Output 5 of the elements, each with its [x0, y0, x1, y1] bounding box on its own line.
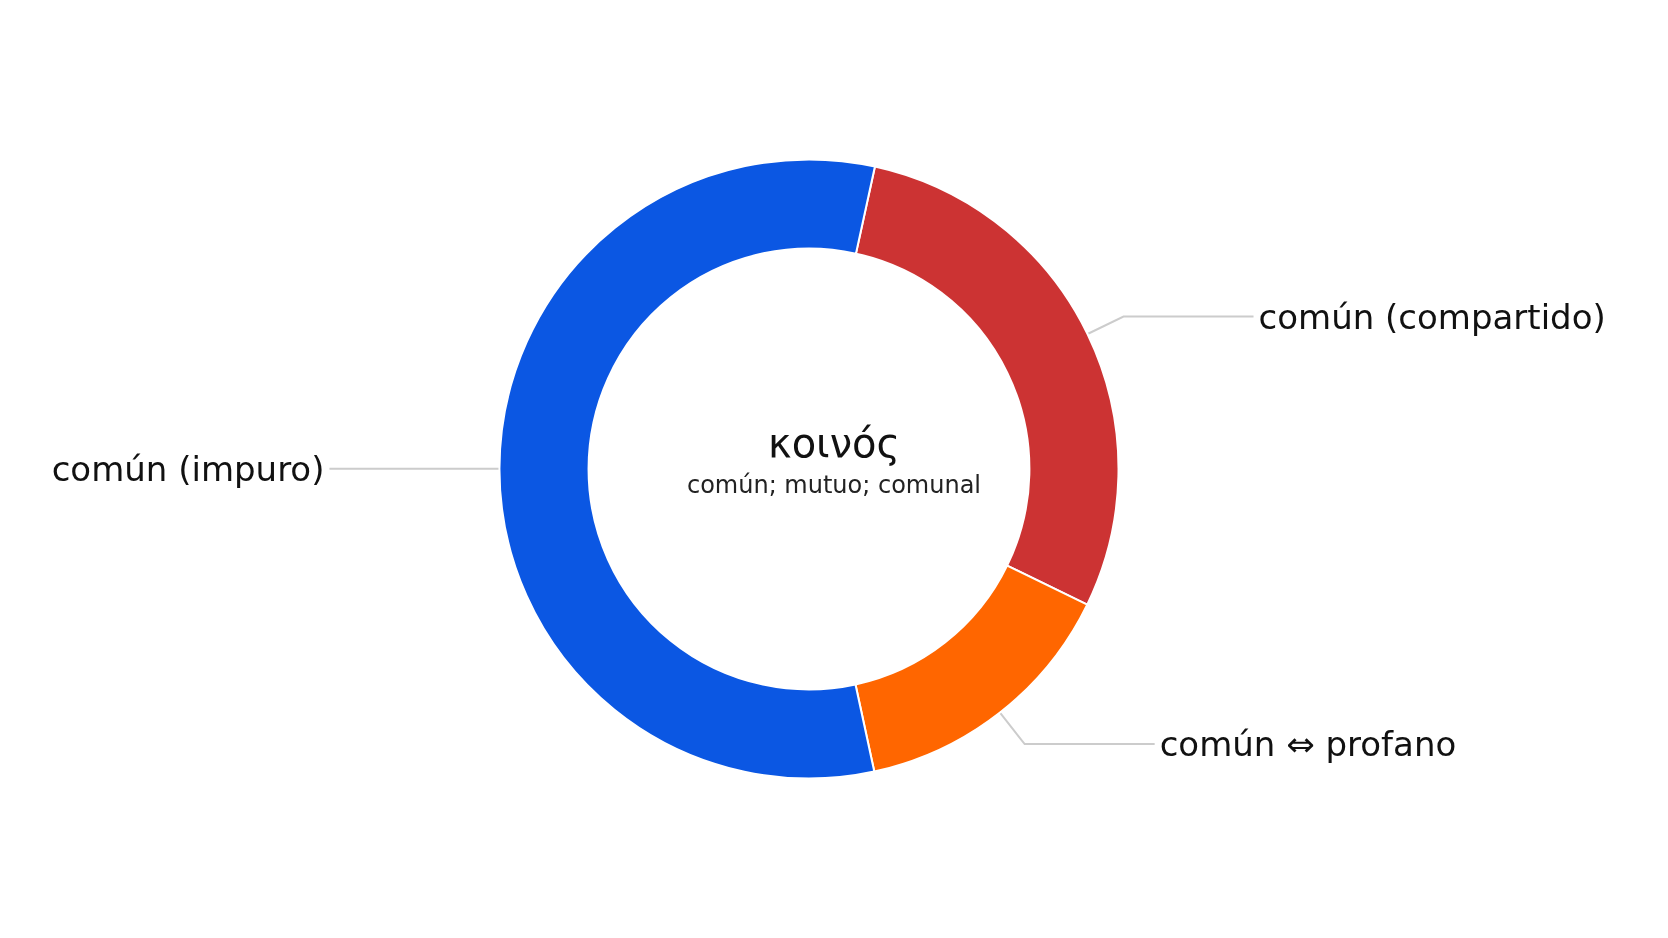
text: común; mutuo; comunal: [686, 471, 982, 499]
slice-label: común ⇔ profano: [1159, 724, 1457, 765]
slice-label: común (compartido): [1258, 296, 1606, 337]
slice-label: común (impuro): [51, 448, 325, 489]
text: κοινός: [768, 420, 900, 466]
